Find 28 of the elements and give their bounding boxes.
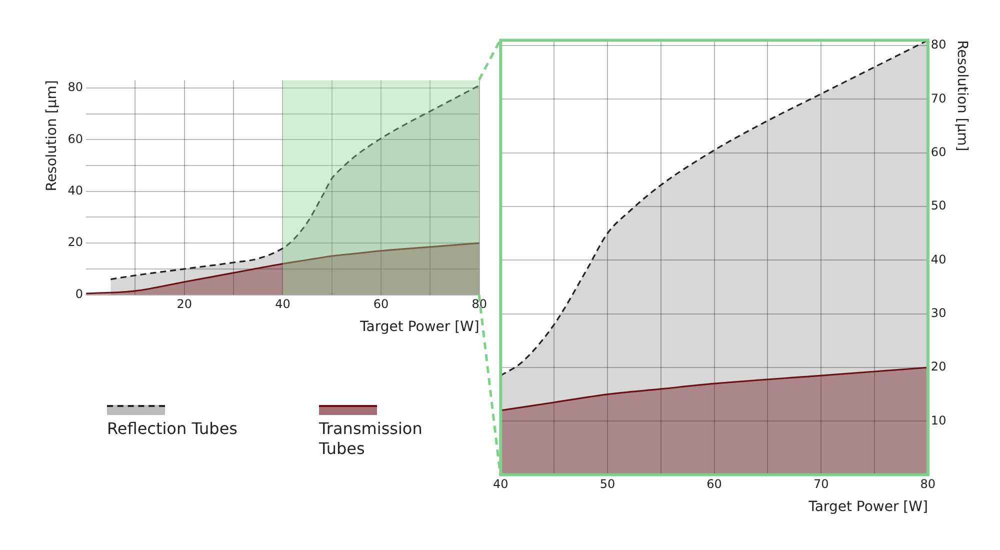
y2-tick-label: 60: [930, 145, 946, 159]
y2-tick-label: 40: [930, 252, 946, 266]
x-tick-label: 60: [706, 477, 722, 492]
y-tick-label: 60: [68, 132, 84, 146]
y-tick-label: 80: [68, 80, 84, 94]
x-tick-label: 50: [600, 477, 616, 492]
x-tick-label: 60: [373, 297, 389, 312]
legend-label: Reflection Tubes: [107, 419, 239, 439]
y-tick-label: 0: [75, 286, 84, 301]
y2-tick-label: 10: [930, 413, 946, 428]
y2-tick-label: 20: [930, 360, 946, 374]
legend-label: Transmission Tubes: [319, 419, 424, 459]
x-tick-label: 80: [472, 297, 488, 312]
y2-tick-label: 80: [930, 38, 946, 52]
x-tick-label: 40: [275, 297, 290, 312]
y-axis-title: Resolution [µm]: [44, 80, 60, 192]
x-axis-title: Target Power [W]: [359, 319, 480, 336]
x-tick-label: 70: [813, 477, 829, 492]
y2-tick-label: 70: [930, 91, 946, 106]
y2-tick-label: 50: [930, 198, 946, 213]
y-tick-label: 40: [68, 184, 84, 198]
y2-axis-title: Resolution [µm]: [954, 40, 970, 152]
x-tick-label: 80: [920, 477, 936, 492]
y-tick-label: 20: [68, 235, 84, 250]
y2-tick-label: 30: [930, 306, 946, 320]
x-axis-title: Target Power [W]: [808, 499, 928, 516]
x-tick-label: 20: [176, 297, 192, 312]
x-tick-label: 40: [492, 477, 508, 492]
